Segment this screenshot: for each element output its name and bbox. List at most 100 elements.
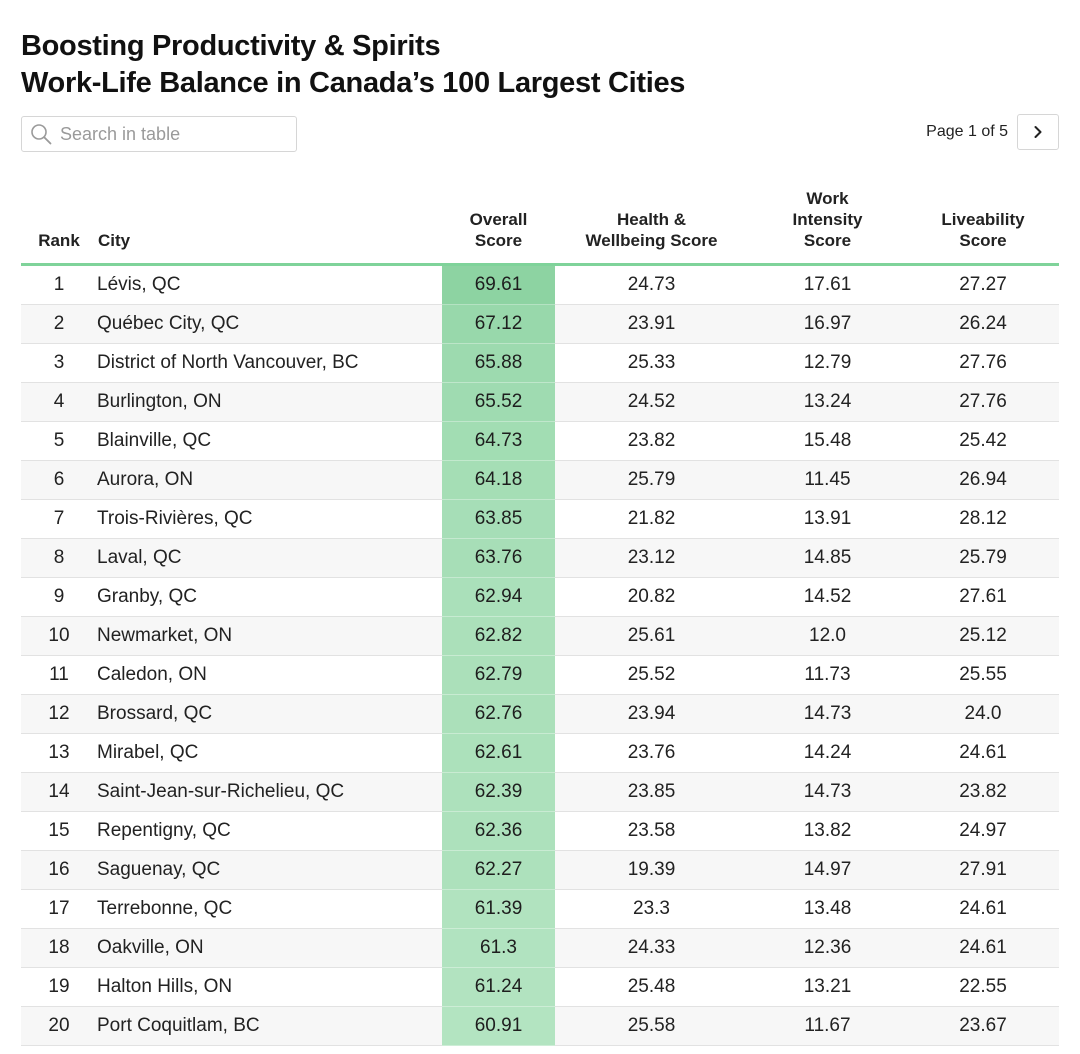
cell-overall: 63.85: [442, 499, 555, 539]
cell-overall: 64.73: [442, 421, 555, 461]
cell-city: Granby, QC: [97, 577, 442, 617]
cell-live: 24.97: [907, 811, 1059, 851]
cell-health: 25.33: [555, 343, 748, 383]
cell-health: 24.52: [555, 382, 748, 422]
column-header-work: Work Intensity Score: [748, 188, 907, 265]
cell-live: 27.76: [907, 382, 1059, 422]
column-header-health-line2: Health &: [617, 210, 686, 229]
cell-rank: 20: [21, 1006, 97, 1046]
cell-overall: 62.79: [442, 655, 555, 695]
next-page-button[interactable]: [1017, 114, 1059, 150]
table-row: 6 Aurora, ON 64.18 25.79 11.45 26.94: [21, 460, 1059, 500]
cell-health: 25.61: [555, 616, 748, 656]
column-header-live: Liveability Score: [907, 188, 1059, 265]
cell-live: 24.61: [907, 928, 1059, 968]
results-table: Rank City Overall Score Health & Wellbeing Sc…: [21, 188, 1059, 1046]
cell-live: 25.55: [907, 655, 1059, 695]
cell-rank: 17: [21, 889, 97, 929]
cell-work: 13.48: [748, 889, 907, 929]
cell-live: 25.79: [907, 538, 1059, 578]
cell-work: 14.97: [748, 850, 907, 890]
column-header-overall-line3: Score: [474, 231, 523, 250]
cell-rank: 3: [21, 343, 97, 383]
table-row: 1 Lévis, QC 69.61 24.73 17.61 27.27: [21, 264, 1059, 305]
cell-health: 25.79: [555, 460, 748, 500]
table-row: 17 Terrebonne, QC 61.39 23.3 13.48 24.61: [21, 889, 1059, 929]
column-header-health-line3: Wellbeing Score: [585, 231, 718, 250]
cell-overall: 65.52: [442, 382, 555, 422]
table-row: 14 Saint-Jean-sur-Richelieu, QC 62.39 23.85…: [21, 772, 1059, 812]
cell-health: 23.12: [555, 538, 748, 578]
cell-city: Halton Hills, ON: [97, 967, 442, 1007]
cell-city: Laval, QC: [97, 538, 442, 578]
cell-overall: 67.12: [442, 304, 555, 344]
cell-work: 14.52: [748, 577, 907, 617]
cell-overall: 62.94: [442, 577, 555, 617]
search-input[interactable]: [60, 123, 280, 145]
table-row: 10 Newmarket, ON 62.82 25.61 12.0 25.12: [21, 616, 1059, 656]
cell-rank: 19: [21, 967, 97, 1007]
cell-overall: 62.39: [442, 772, 555, 812]
cell-rank: 15: [21, 811, 97, 851]
cell-health: 24.33: [555, 928, 748, 968]
table-row: 2 Québec City, QC 67.12 23.91 16.97 26.24: [21, 304, 1059, 344]
cell-live: 27.76: [907, 343, 1059, 383]
cell-live: 23.82: [907, 772, 1059, 812]
cell-work: 13.21: [748, 967, 907, 1007]
cell-live: 25.42: [907, 421, 1059, 461]
table-row: 5 Blainville, QC 64.73 23.82 15.48 25.42: [21, 421, 1059, 461]
cell-rank: 13: [21, 733, 97, 773]
cell-health: 20.82: [555, 577, 748, 617]
cell-health: 23.76: [555, 733, 748, 773]
cell-city: Saint-Jean-sur-Richelieu, QC: [97, 772, 442, 812]
cell-work: 13.91: [748, 499, 907, 539]
cell-live: 25.12: [907, 616, 1059, 656]
cell-live: 22.55: [907, 967, 1059, 1007]
table-row: 16 Saguenay, QC 62.27 19.39 14.97 27.91: [21, 850, 1059, 890]
page-indicator: Page 1 of 5: [926, 123, 1008, 140]
column-header-health: Health & Wellbeing Score: [555, 188, 748, 265]
cell-work: 15.48: [748, 421, 907, 461]
cell-health: 19.39: [555, 850, 748, 890]
column-header-rank-line3: Rank: [38, 231, 80, 250]
cell-overall: 65.88: [442, 343, 555, 383]
cell-health: 23.94: [555, 694, 748, 734]
cell-rank: 4: [21, 382, 97, 422]
cell-city: Oakville, ON: [97, 928, 442, 968]
cell-overall: 62.36: [442, 811, 555, 851]
cell-city: District of North Vancouver, BC: [97, 343, 442, 383]
table-row: 20 Port Coquitlam, BC 60.91 25.58 11.67 23.67: [21, 1006, 1059, 1046]
cell-overall: 62.76: [442, 694, 555, 734]
cell-city: Brossard, QC: [97, 694, 442, 734]
cell-city: Burlington, ON: [97, 382, 442, 422]
cell-work: 12.0: [748, 616, 907, 656]
cell-health: 23.58: [555, 811, 748, 851]
cell-city: Aurora, ON: [97, 460, 442, 500]
chevron-right-icon: [1034, 126, 1042, 138]
cell-health: 24.73: [555, 264, 748, 305]
cell-live: 24.61: [907, 889, 1059, 929]
search-icon: [31, 124, 52, 145]
results-table-container: Rank City Overall Score Health & Wellbeing Sc…: [21, 188, 1059, 1046]
cell-city: Repentigny, QC: [97, 811, 442, 851]
cell-work: 12.36: [748, 928, 907, 968]
column-header-work-line2: Intensity: [792, 210, 863, 229]
page-title: Boosting Productivity & Spirits Work-Lif…: [21, 28, 685, 102]
cell-live: 27.91: [907, 850, 1059, 890]
cell-rank: 1: [21, 264, 97, 305]
cell-city: Caledon, ON: [97, 655, 442, 695]
cell-live: 27.61: [907, 577, 1059, 617]
column-header-overall: Overall Score: [442, 188, 555, 265]
cell-rank: 6: [21, 460, 97, 500]
cell-rank: 18: [21, 928, 97, 968]
search-box[interactable]: [21, 116, 297, 152]
cell-rank: 5: [21, 421, 97, 461]
table-row: 4 Burlington, ON 65.52 24.52 13.24 27.76: [21, 382, 1059, 422]
table-row: 18 Oakville, ON 61.3 24.33 12.36 24.61: [21, 928, 1059, 968]
cell-health: 21.82: [555, 499, 748, 539]
cell-city: Saguenay, QC: [97, 850, 442, 890]
cell-city: Québec City, QC: [97, 304, 442, 344]
cell-overall: 63.76: [442, 538, 555, 578]
cell-overall: 62.82: [442, 616, 555, 656]
cell-rank: 2: [21, 304, 97, 344]
